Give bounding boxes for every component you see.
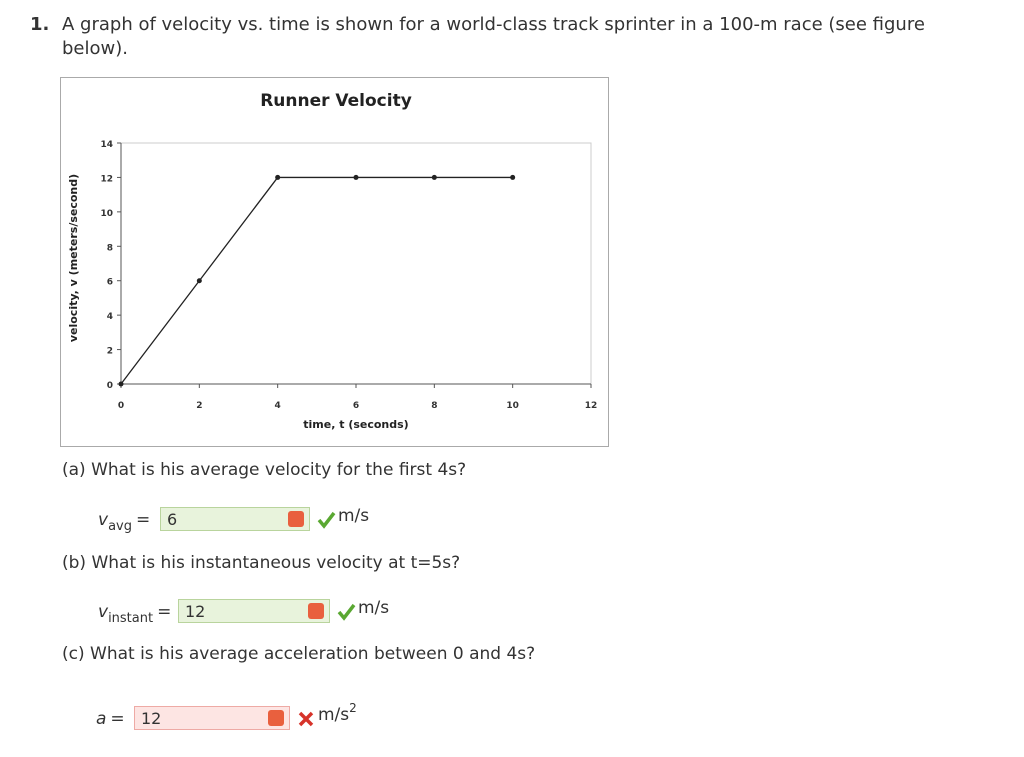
icon-shape	[298, 711, 314, 727]
x-tick-label: 2	[196, 401, 202, 411]
question-number: 1.	[30, 14, 50, 35]
incorrect-icon	[298, 711, 314, 727]
x-axis-label: time, t (seconds)	[303, 418, 408, 431]
equals: =	[110, 709, 125, 729]
y-tick-label: 8	[107, 243, 113, 253]
series-line	[120, 176, 513, 385]
data-point	[431, 174, 437, 180]
unit-text: m/s	[338, 506, 370, 526]
data-point	[353, 174, 359, 180]
unit-text: m/s	[318, 705, 350, 725]
y-tick-label: 14	[100, 140, 113, 150]
variable: v	[98, 510, 109, 530]
answer-input[interactable]: 6	[160, 507, 310, 531]
answer-label: a =	[96, 706, 125, 732]
data-point	[275, 174, 281, 180]
y-tick-label: 0	[107, 381, 113, 391]
x-tick-label: 12	[585, 401, 598, 411]
x-tick-label: 6	[353, 401, 359, 411]
answer-label: v instant =	[98, 599, 172, 626]
question-text: A graph of velocity vs. time is shown fo…	[62, 14, 925, 59]
work-icon[interactable]	[308, 603, 324, 619]
variable: v	[98, 602, 109, 622]
x-tick-label: 8	[431, 401, 437, 411]
work-icon[interactable]	[288, 511, 304, 527]
y-tick-label: 10	[100, 209, 113, 219]
correct-icon	[337, 603, 356, 621]
subscript: avg	[108, 518, 132, 534]
unit-superscript: 2	[349, 701, 357, 715]
x-tick-label: 10	[506, 401, 519, 411]
equals: =	[135, 510, 151, 530]
answer-input[interactable]: 12	[134, 706, 290, 730]
x-tick-label: 4	[275, 401, 281, 411]
icon-shape	[317, 511, 336, 529]
y-tick-label: 2	[107, 347, 113, 357]
variable: a	[96, 709, 107, 729]
work-icon[interactable]	[268, 710, 284, 726]
correct-icon	[317, 511, 336, 529]
unit: m/s	[358, 598, 389, 618]
equals: =	[157, 602, 172, 622]
y-tick-label: 4	[107, 312, 113, 322]
chart: Runner Velocity time, t (seconds) veloci…	[60, 77, 609, 447]
answer-label: v avg =	[98, 507, 151, 534]
data-point	[118, 381, 124, 387]
y-axis-label: velocity, v (meters/second)	[67, 174, 80, 342]
y-tick-label: 6	[107, 278, 113, 288]
part-prompt: (a) What is his average velocity for the…	[62, 460, 467, 480]
unit: m/s2	[318, 701, 357, 725]
part-prompt: (b) What is his instantaneous velocity a…	[62, 553, 461, 573]
icon-shape	[337, 603, 356, 621]
data-point	[510, 174, 516, 180]
unit: m/s	[338, 506, 369, 526]
chart-title: Runner Velocity	[260, 91, 412, 111]
x-tick-label: 0	[118, 401, 124, 411]
part-prompt: (c) What is his average acceleration bet…	[62, 644, 536, 664]
unit-text: m/s	[358, 598, 390, 618]
answer-input[interactable]: 12	[178, 599, 330, 623]
data-point	[196, 278, 202, 284]
y-tick-label: 12	[100, 174, 113, 184]
subscript: instant	[108, 610, 154, 626]
